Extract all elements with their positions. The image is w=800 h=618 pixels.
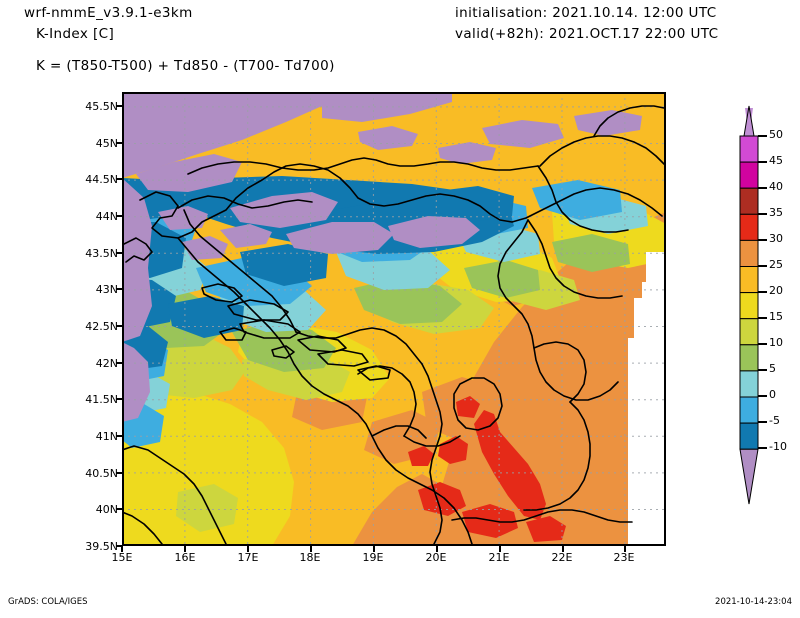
footer-credit: GrADS: COLA/IGES xyxy=(8,597,88,607)
cb-tick-label-minus5: -5 xyxy=(769,414,780,427)
cb-tick-mark xyxy=(758,421,767,423)
cb-tick-mark xyxy=(758,213,767,215)
cb-tick-label-0: 0 xyxy=(769,388,776,401)
xtick-label-23E: 23E xyxy=(613,551,635,564)
cb-tick-label-40: 40 xyxy=(769,180,783,193)
ytick-label-40N: 40N xyxy=(95,503,118,516)
cb-tick-label-15: 15 xyxy=(769,310,783,323)
xtick-mark xyxy=(562,546,564,552)
cb-tick-label-50: 50 xyxy=(769,128,783,141)
ytick-mark xyxy=(116,142,122,144)
model-title: wrf-nmmE_v3.9.1-e3km xyxy=(24,5,193,21)
ytick-mark xyxy=(116,105,122,107)
xtick-mark xyxy=(121,546,123,552)
xtick-label-21E: 21E xyxy=(488,551,510,564)
ytick-label-39-5N: 39.5N xyxy=(85,540,118,553)
ytick-label-42-5N: 42.5N xyxy=(85,320,118,333)
cb-tick-mark xyxy=(758,187,767,189)
cb-tick-label-35: 35 xyxy=(769,206,783,219)
ytick-mark xyxy=(116,252,122,254)
cb-tick-mark xyxy=(758,369,767,371)
coastline-borders xyxy=(122,105,665,545)
initialisation-text: initialisation: 2021.10.14. 12:00 UTC xyxy=(455,5,717,21)
ytick-mark xyxy=(116,288,122,290)
colorbar-swatches xyxy=(739,105,759,505)
cb-tick-mark xyxy=(758,343,767,345)
xtick-label-15E: 15E xyxy=(111,551,133,564)
xtick-mark xyxy=(499,546,501,552)
cb-tick-label-30: 30 xyxy=(769,232,783,245)
xtick-mark xyxy=(373,546,375,552)
kindex-heatmap xyxy=(122,92,666,546)
map-plot-area xyxy=(122,92,666,546)
xtick-mark xyxy=(624,546,626,552)
cb-tick-mark xyxy=(758,447,767,449)
heatmap-field xyxy=(122,92,666,546)
cb-tick-label-10: 10 xyxy=(769,336,783,349)
ytick-label-44N: 44N xyxy=(95,210,118,223)
ytick-mark xyxy=(116,178,122,180)
ytick-mark xyxy=(116,545,122,547)
ytick-label-43N: 43N xyxy=(95,283,118,296)
xtick-label-18E: 18E xyxy=(299,551,321,564)
xtick-label-19E: 19E xyxy=(362,551,384,564)
ytick-label-45-5N: 45.5N xyxy=(85,100,118,113)
cb-tick-mark xyxy=(758,265,767,267)
footer-timestamp: 2021-10-14-23:04 xyxy=(715,597,792,607)
cb-tick-label-5: 5 xyxy=(769,362,776,375)
xtick-label-16E: 16E xyxy=(174,551,196,564)
ytick-label-41-5N: 41.5N xyxy=(85,393,118,406)
cb-tick-label-20: 20 xyxy=(769,284,783,297)
xtick-mark xyxy=(436,546,438,552)
cb-tick-label-minus10: -10 xyxy=(769,440,787,453)
ytick-label-40-5N: 40.5N xyxy=(85,467,118,480)
xtick-label-20E: 20E xyxy=(425,551,447,564)
cb-tick-label-45: 45 xyxy=(769,154,783,167)
xtick-mark xyxy=(310,546,312,552)
xtick-mark xyxy=(247,546,249,552)
ytick-mark xyxy=(116,325,122,327)
xtick-label-22E: 22E xyxy=(551,551,573,564)
ytick-label-41N: 41N xyxy=(95,430,118,443)
xtick-mark xyxy=(184,546,186,552)
ytick-label-45N: 45N xyxy=(95,137,118,150)
formula-text: K = (T850-T500) + Td850 - (T700- Td700) xyxy=(36,58,335,74)
ytick-mark xyxy=(116,435,122,437)
colorbar: 50 45 40 35 30 25 20 15 10 5 0 -5 -10 xyxy=(706,100,796,520)
ytick-mark xyxy=(116,472,122,474)
graticule xyxy=(122,92,666,546)
cb-tick-mark xyxy=(758,135,767,137)
cb-tick-mark xyxy=(758,317,767,319)
cb-tick-mark xyxy=(758,161,767,163)
ytick-label-42N: 42N xyxy=(95,357,118,370)
ytick-mark xyxy=(116,398,122,400)
xtick-label-17E: 17E xyxy=(237,551,259,564)
ytick-label-44-5N: 44.5N xyxy=(85,173,118,186)
cb-tick-mark xyxy=(758,239,767,241)
valid-time-text: valid(+82h): 2021.OCT.17 22:00 UTC xyxy=(455,26,719,42)
ytick-mark xyxy=(116,362,122,364)
cb-tick-label-25: 25 xyxy=(769,258,783,271)
variable-title: K-Index [C] xyxy=(36,26,115,42)
cb-tick-mark xyxy=(758,395,767,397)
cb-tick-mark xyxy=(758,291,767,293)
ytick-mark xyxy=(116,215,122,217)
ytick-mark xyxy=(116,508,122,510)
ytick-label-43-5N: 43.5N xyxy=(85,247,118,260)
